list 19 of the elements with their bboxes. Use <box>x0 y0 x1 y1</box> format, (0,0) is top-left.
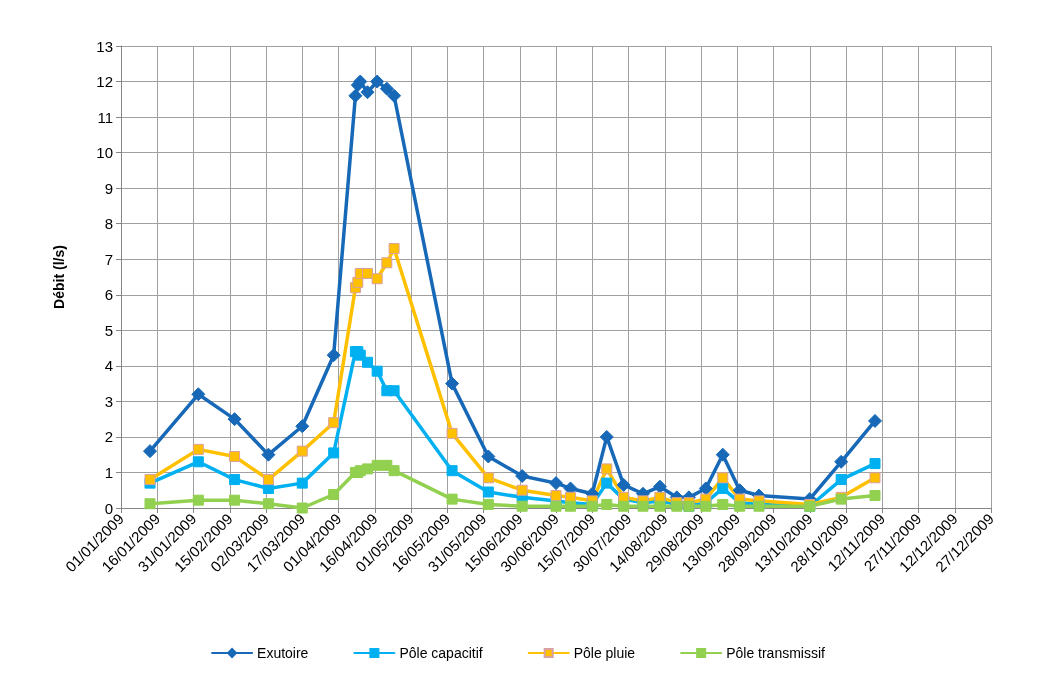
legend-label: Pôle capacitif <box>399 645 483 661</box>
y-tick-label: 10 <box>96 144 113 162</box>
y-axis-title: Débit (l/s) <box>51 245 67 309</box>
y-tick-label: 7 <box>104 250 113 268</box>
y-tick-label: 6 <box>104 286 113 304</box>
y-tick-label: 3 <box>104 392 113 410</box>
y-tick-label: 9 <box>104 179 113 197</box>
legend-label: Exutoire <box>257 645 309 661</box>
y-tick-label: 2 <box>104 428 113 446</box>
y-tick-label: 8 <box>104 215 113 233</box>
y-tick-label: 11 <box>97 108 113 126</box>
legend-label: Pôle transmissif <box>726 645 826 661</box>
legend-label: Pôle pluie <box>573 645 636 661</box>
y-tick-label: 13 <box>96 37 113 55</box>
y-tick-label: 5 <box>104 321 113 339</box>
y-tick-label: 0 <box>104 499 113 517</box>
y-tick-label: 12 <box>96 73 113 91</box>
y-tick-label: 4 <box>104 357 113 375</box>
y-tick-label: 1 <box>104 463 113 481</box>
